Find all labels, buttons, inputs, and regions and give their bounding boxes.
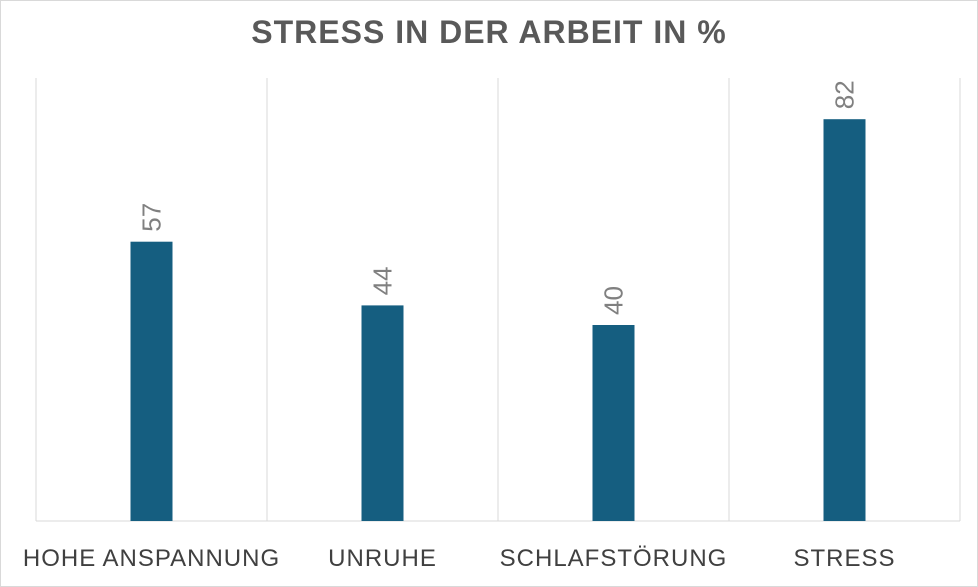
data-label: 44 <box>368 266 398 295</box>
category-label: HOHE ANSPANNUNG <box>23 545 280 572</box>
bar <box>361 305 404 521</box>
bar <box>823 119 866 521</box>
category-label: STRESS <box>793 545 895 572</box>
data-label: 57 <box>137 203 167 232</box>
bar <box>592 325 635 521</box>
data-label: 40 <box>599 286 629 315</box>
category-label: SCHLAFSTÖRUNG <box>500 545 728 572</box>
category-label: UNRUHE <box>328 545 437 572</box>
chart-title: STRESS IN DER ARBEIT IN % <box>251 14 727 50</box>
data-label: 82 <box>830 80 860 109</box>
bar <box>130 241 173 521</box>
